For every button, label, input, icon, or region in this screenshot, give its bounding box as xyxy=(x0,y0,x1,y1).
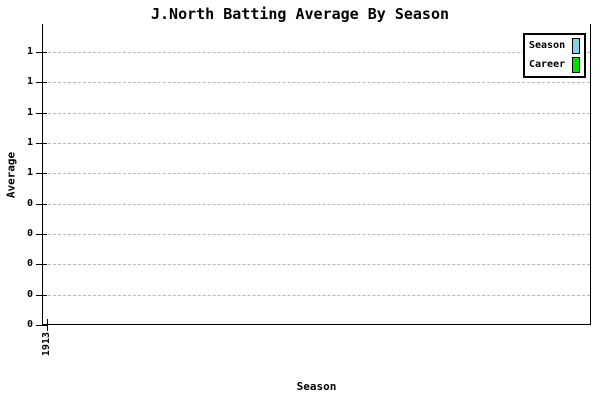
gridline xyxy=(43,234,590,235)
legend-swatch-season xyxy=(572,37,580,54)
y-tick-label: 1 xyxy=(26,137,33,148)
gridline xyxy=(43,52,590,53)
gridline xyxy=(43,173,590,174)
y-tick-mark xyxy=(36,52,47,53)
y-tick-mark xyxy=(36,295,47,296)
legend-label-season: Season xyxy=(529,39,566,51)
y-tick-mark xyxy=(36,264,47,265)
gridline xyxy=(43,143,590,144)
gridline xyxy=(43,82,590,83)
y-tick-label: 0 xyxy=(26,228,33,239)
y-tick-label: 1 xyxy=(26,167,33,178)
y-tick-mark xyxy=(36,234,47,235)
x-tick-mark xyxy=(47,319,48,331)
plot-area xyxy=(42,24,591,325)
y-tick-label: 1 xyxy=(26,76,33,87)
gridline xyxy=(43,113,590,114)
y-tick-label: 1 xyxy=(26,46,33,57)
y-tick-label: 0 xyxy=(26,289,33,300)
y-tick-mark xyxy=(36,143,47,144)
legend-swatch-career xyxy=(572,57,580,74)
y-tick-mark xyxy=(36,173,47,174)
y-tick-mark xyxy=(36,82,47,83)
legend-item-career: Career xyxy=(529,56,580,74)
x-tick-label: 1913 xyxy=(41,332,52,357)
y-tick-mark xyxy=(36,113,47,114)
y-tick-label: 1 xyxy=(26,107,33,118)
x-axis-label: Season xyxy=(296,380,337,393)
gridline xyxy=(43,264,590,265)
y-tick-mark xyxy=(36,204,47,205)
legend-item-season: Season xyxy=(529,37,580,55)
y-tick-label: 0 xyxy=(26,198,33,209)
gridline xyxy=(43,204,590,205)
y-tick-mark xyxy=(36,325,47,326)
chart-title: J.North Batting Average By Season xyxy=(150,5,449,23)
legend: Season Career xyxy=(523,33,586,78)
y-tick-label: 0 xyxy=(26,319,33,330)
y-tick-label: 0 xyxy=(26,258,33,269)
legend-label-career: Career xyxy=(529,59,566,71)
gridline xyxy=(43,295,590,296)
